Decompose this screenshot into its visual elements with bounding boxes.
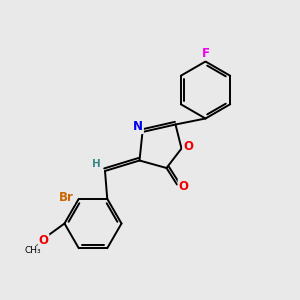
Text: H: H	[92, 159, 101, 170]
Text: F: F	[202, 46, 209, 60]
Text: O: O	[38, 234, 49, 248]
Text: O: O	[178, 179, 189, 193]
Text: N: N	[133, 120, 143, 133]
Text: O: O	[183, 140, 193, 154]
Text: Br: Br	[59, 191, 74, 204]
Text: CH₃: CH₃	[25, 246, 41, 255]
